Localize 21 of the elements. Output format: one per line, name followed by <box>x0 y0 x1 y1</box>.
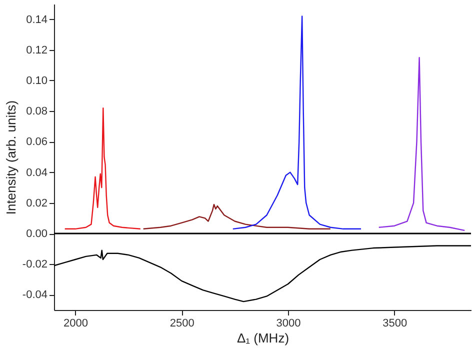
y-tick-label: 0.12 <box>26 44 48 56</box>
y-tick-label: 0.02 <box>26 197 48 210</box>
x-axis-title: Δ₁ (MHz) <box>236 330 290 346</box>
x-tick-label: 2000 <box>64 318 88 330</box>
y-tick-label: 0.08 <box>26 106 48 118</box>
y-tick-label: 0.04 <box>26 166 48 179</box>
y-tick-label: -0.02 <box>22 258 48 271</box>
line-series <box>378 56 466 232</box>
y-tick-label: -0.04 <box>22 289 48 302</box>
y-tick-label: 0.06 <box>26 136 48 148</box>
x-tick-label: 2500 <box>170 318 194 330</box>
x-tick-label: 3500 <box>382 318 408 330</box>
y-tick-label: 0.00 <box>26 228 48 240</box>
line-series <box>64 107 141 230</box>
y-tick-label: 0.10 <box>26 75 48 87</box>
line-series <box>232 16 362 230</box>
x-tick-label: 3000 <box>276 318 301 330</box>
y-tick-label: 0.14 <box>26 14 48 26</box>
line-series <box>142 204 331 230</box>
line-series <box>54 245 471 302</box>
y-axis-title: Intensity (arb. units) <box>3 100 18 215</box>
